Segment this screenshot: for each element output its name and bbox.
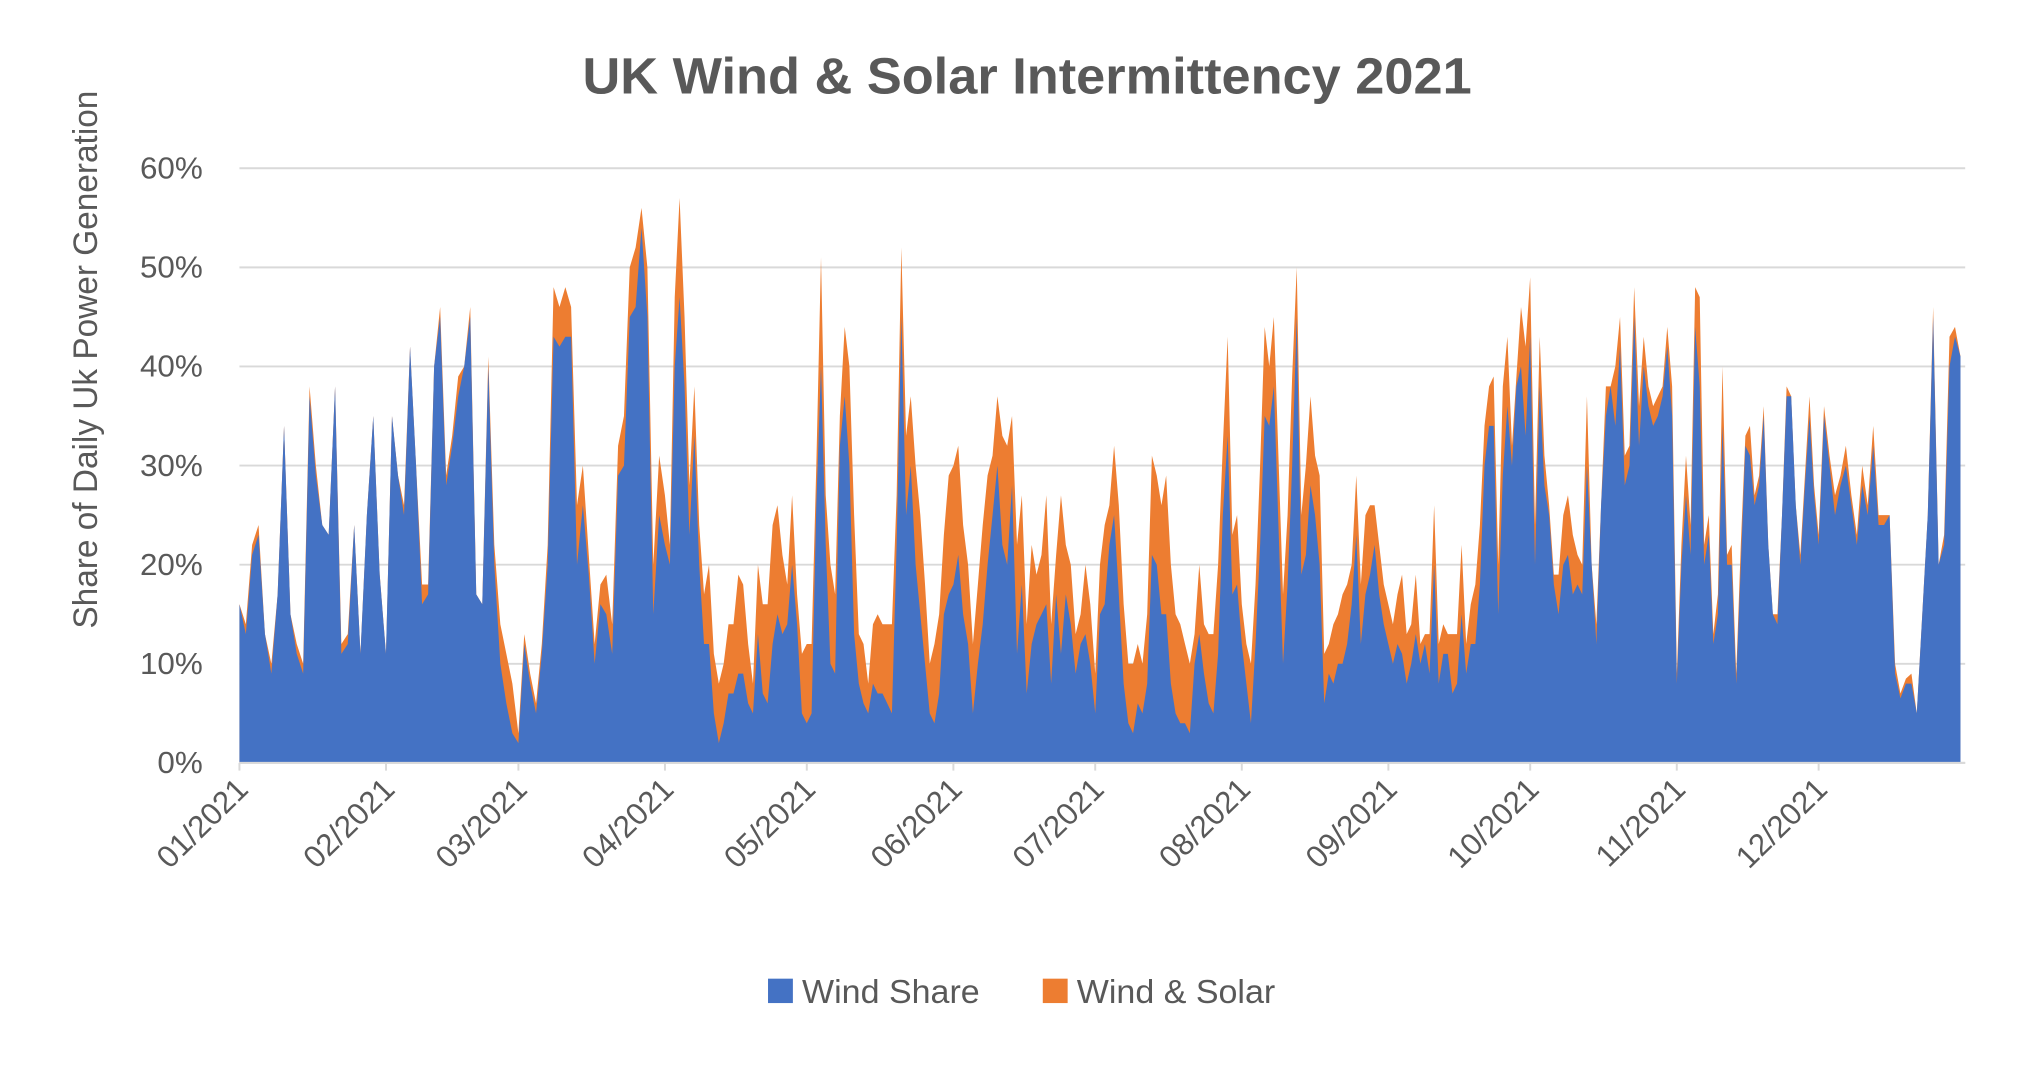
- legend-swatch-wind-solar: [1042, 978, 1068, 1004]
- legend-label-wind-solar: Wind & Solar: [1077, 973, 1275, 1011]
- legend-label-wind: Wind Share: [802, 973, 980, 1011]
- x-tick-label: 06/2021: [864, 772, 969, 875]
- y-tick-label: 10%: [140, 646, 203, 681]
- plot-areas: [239, 198, 1966, 764]
- x-tick-labels: 01/2021 02/2021 03/2021 04/2021 05/2021 06/20…: [150, 762, 1834, 875]
- y-tick-label: 40%: [140, 349, 203, 384]
- legend-swatch-wind: [768, 978, 793, 1004]
- x-tick-label: 09/2021: [1299, 772, 1404, 875]
- x-tick-label: 10/2021: [1440, 772, 1545, 875]
- y-tick-label: 30%: [140, 448, 203, 483]
- legend: Wind Share Wind & Solar: [768, 973, 1275, 1011]
- x-tick-label: 07/2021: [1005, 772, 1110, 875]
- x-tick-label: 12/2021: [1729, 772, 1834, 875]
- x-tick-label: 04/2021: [575, 772, 680, 875]
- y-tick-label: 50%: [140, 250, 203, 285]
- x-tick-label: 05/2021: [717, 772, 822, 875]
- y-tick-labels: 0% 10% 20% 30% 40% 50% 60%: [140, 151, 203, 780]
- y-tick-label: 0%: [157, 745, 202, 780]
- wind-share-area: [239, 227, 1961, 763]
- y-axis-label: Share of Daily Uk Power Generation: [67, 91, 105, 629]
- x-tick-label: 02/2021: [296, 772, 401, 875]
- y-tick-label: 60%: [140, 151, 203, 186]
- y-tick-label: 20%: [140, 547, 203, 582]
- chart-title: UK Wind & Solar Intermittency 2021: [582, 47, 1471, 104]
- x-tick-label: 08/2021: [1152, 772, 1257, 875]
- x-tick-label: 01/2021: [150, 772, 255, 875]
- x-tick-label: 11/2021: [1589, 772, 1693, 874]
- x-tick-label: 03/2021: [429, 772, 534, 875]
